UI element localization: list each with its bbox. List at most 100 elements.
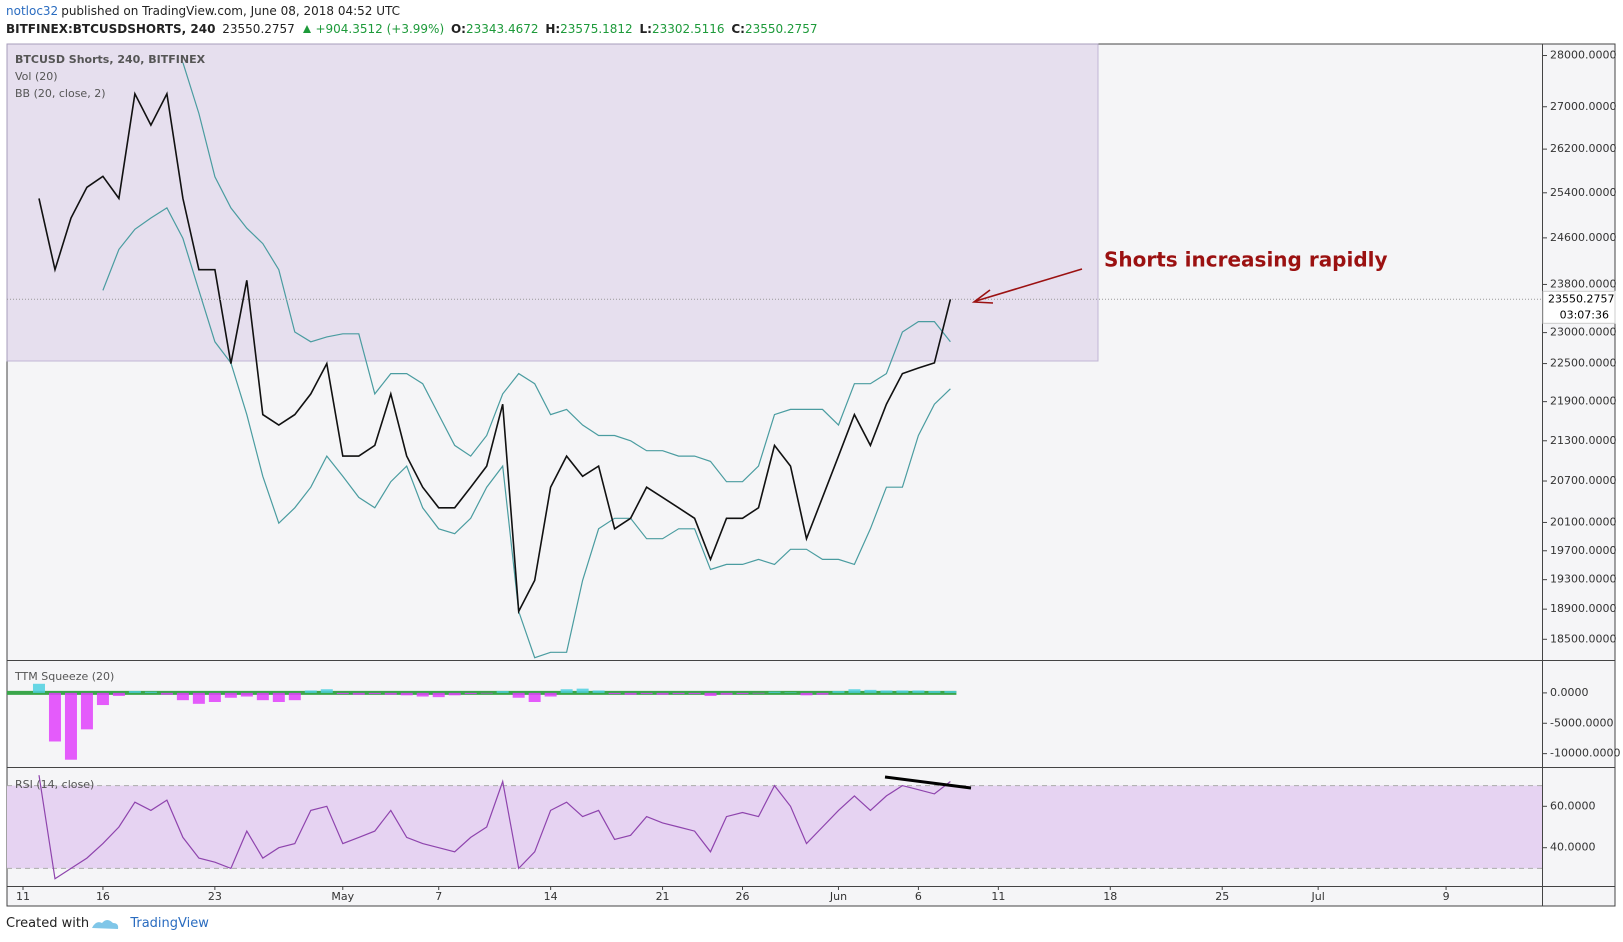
y-tick-label: 21300.0000 xyxy=(1550,434,1616,447)
y-tick-label: 25400.0000 xyxy=(1550,186,1616,199)
y-tick-label: -5000.0000 xyxy=(1550,716,1613,729)
x-tick-label: 16 xyxy=(96,890,110,903)
y-tick-label: 24600.0000 xyxy=(1550,231,1616,244)
squeeze-bar xyxy=(624,692,637,695)
y-tick-label: 18900.0000 xyxy=(1550,602,1616,615)
squeeze-bar xyxy=(912,690,925,693)
footer: Created with TradingView xyxy=(6,916,212,931)
squeeze-bar xyxy=(752,692,765,694)
last-price-box xyxy=(1542,290,1616,324)
squeeze-bar xyxy=(464,692,477,695)
squeeze-bar xyxy=(64,692,77,760)
annotation-arrowhead xyxy=(971,289,994,304)
y-tick-label: -10000.0000 xyxy=(1550,747,1620,760)
annotation-arrow xyxy=(975,268,1083,302)
x-tick-label: 25 xyxy=(1215,890,1229,903)
squeeze-bar xyxy=(800,692,813,696)
y-tick-label: 19300.0000 xyxy=(1550,573,1616,586)
x-tick-label: 9 xyxy=(1443,890,1450,903)
y-tick-label: 23000.0000 xyxy=(1550,326,1616,339)
low: 23302.5116 xyxy=(651,22,725,36)
bb-upper xyxy=(182,62,951,483)
price-line xyxy=(38,91,952,615)
squeeze-bar xyxy=(256,692,269,701)
low-label: L: xyxy=(639,22,652,36)
squeeze-bar xyxy=(32,683,45,693)
x-tick-label: 21 xyxy=(656,890,670,903)
brand[interactable]: TradingView xyxy=(130,916,209,931)
squeeze-bar xyxy=(832,691,845,693)
squeeze-bar xyxy=(496,691,509,693)
squeeze-bar xyxy=(240,692,253,697)
squeeze-bar xyxy=(816,692,829,695)
squeeze-bar xyxy=(128,691,141,693)
squeeze-bar xyxy=(80,692,93,730)
squeeze-bar xyxy=(544,692,557,697)
legend-rsi: RSI (14, close) xyxy=(15,778,94,791)
open: 23343.4672 xyxy=(465,22,539,36)
squeeze-bar xyxy=(512,692,525,698)
header-line-1: notloc32 published on TradingView.com, Ju… xyxy=(6,4,403,18)
squeeze-bar xyxy=(384,692,397,695)
squeeze-bar xyxy=(144,691,157,693)
squeeze-bar xyxy=(736,692,749,695)
squeeze-bar xyxy=(640,692,653,695)
squeeze-bar xyxy=(192,692,205,704)
squeeze-bar xyxy=(848,689,861,693)
squeeze-bar xyxy=(528,692,541,703)
squeeze-bar xyxy=(336,692,349,695)
squeeze-bar xyxy=(208,692,221,703)
squeeze-bar xyxy=(944,691,957,693)
squeeze-bar xyxy=(400,692,413,696)
squeeze-bar xyxy=(448,692,461,696)
squeeze-bar xyxy=(320,689,333,693)
y-tick-label: 27000.0000 xyxy=(1550,100,1616,113)
y-tick-label: 60.0000 xyxy=(1550,799,1596,812)
open-label: O: xyxy=(450,22,466,36)
published: published on TradingView.com, June 08, 2… xyxy=(61,4,401,18)
rsi-line xyxy=(38,775,951,880)
pane xyxy=(7,683,957,760)
squeeze-bar xyxy=(272,692,285,703)
shaded-zone xyxy=(6,43,1099,362)
close-label: C: xyxy=(731,22,745,36)
x-tick-label: Jul xyxy=(1311,890,1325,903)
pane xyxy=(7,775,1542,880)
x-tick-label: May xyxy=(331,890,354,903)
squeeze-bar xyxy=(768,691,781,693)
squeeze-bar xyxy=(432,692,445,698)
legend-main: BTCUSD Shorts, 240, BITFINEX xyxy=(15,53,206,66)
squeeze-bar xyxy=(656,692,669,695)
x-tick-label: 11 xyxy=(991,890,1005,903)
squeeze-bar xyxy=(224,692,237,698)
plot-layer xyxy=(7,62,1542,880)
x-tick-label: 23 xyxy=(208,890,222,903)
squeeze-bar xyxy=(928,691,941,693)
high: 23575.1812 xyxy=(560,22,633,36)
symbol: BITFINEX:BTCUSDSHORTS, 240 xyxy=(6,22,216,36)
y-tick-label: 20100.0000 xyxy=(1550,515,1616,528)
y-tick-label: 40.0000 xyxy=(1550,841,1596,854)
x-tick-label: 6 xyxy=(915,890,922,903)
squeeze-bar xyxy=(672,692,685,695)
squeeze-bar xyxy=(480,692,493,694)
squeeze-bar xyxy=(720,692,733,695)
y-tick-label: 26200.0000 xyxy=(1550,142,1616,155)
last-price-label: 23550.2757 xyxy=(1548,292,1614,305)
x-tick-label: 7 xyxy=(435,890,442,903)
publisher: notloc32 xyxy=(6,4,59,18)
rsi-band xyxy=(7,785,1542,869)
squeeze-bar xyxy=(608,692,621,695)
y-tick-label: 0.0000 xyxy=(1550,686,1589,699)
high-label: H: xyxy=(545,22,561,36)
squeeze-bar xyxy=(288,692,301,701)
squeeze-bar xyxy=(592,690,605,693)
y-tick-label: 18500.0000 xyxy=(1550,632,1616,645)
squeeze-bar xyxy=(352,692,365,695)
squeeze-bar xyxy=(576,688,589,693)
squeeze-bar xyxy=(880,690,893,693)
up-arrow xyxy=(302,25,311,33)
y-tick-label: 23800.0000 xyxy=(1550,277,1616,290)
change: +904.3512 (+3.99%) xyxy=(315,22,445,36)
